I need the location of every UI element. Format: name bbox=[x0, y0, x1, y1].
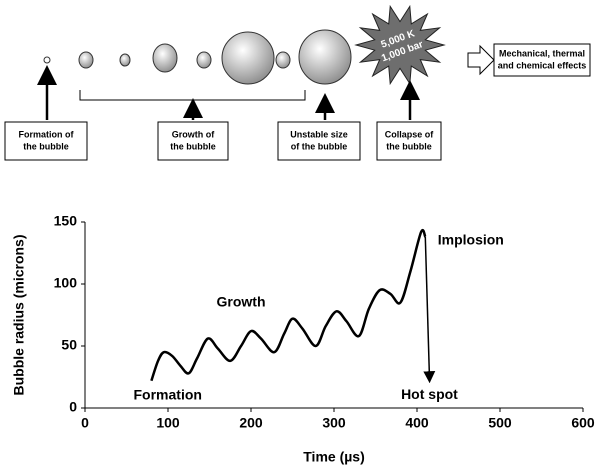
y-tick-label: 100 bbox=[54, 275, 78, 291]
data-line bbox=[150, 228, 427, 382]
x-tick-label: 300 bbox=[322, 415, 346, 431]
stage-label: the bubble bbox=[386, 141, 432, 151]
stage-arrows bbox=[37, 65, 420, 120]
y-tick-label: 50 bbox=[61, 337, 77, 353]
effects-box bbox=[493, 43, 591, 77]
starburst bbox=[354, 4, 446, 86]
stage-label: Formation of bbox=[19, 129, 75, 139]
bubble bbox=[119, 53, 131, 67]
stage-label: Growth of bbox=[172, 129, 215, 139]
y-axis-label: Bubble radius (microns) bbox=[11, 234, 27, 395]
annotation: Hot spot bbox=[401, 386, 458, 402]
x-tick-label: 600 bbox=[571, 415, 595, 431]
y-tick-label: 150 bbox=[54, 213, 78, 229]
effect-arrow bbox=[467, 44, 495, 76]
x-tick-label: 100 bbox=[156, 415, 180, 431]
x-axis-label: Time (µs) bbox=[303, 449, 365, 465]
bubble bbox=[43, 56, 51, 64]
bubble bbox=[152, 43, 178, 73]
x-tick-label: 200 bbox=[239, 415, 263, 431]
stage-box bbox=[4, 121, 88, 161]
x-tick-label: 500 bbox=[488, 415, 512, 431]
stage-label: Unstable size bbox=[290, 129, 348, 139]
stage-label: Collapse of bbox=[385, 129, 435, 139]
stage-boxes bbox=[4, 121, 442, 161]
x-tick-label: 0 bbox=[81, 415, 89, 431]
annotation: Formation bbox=[134, 386, 202, 402]
annotation: Growth bbox=[217, 293, 266, 309]
bubble bbox=[196, 51, 212, 69]
effects-label: Mechanical, thermal bbox=[499, 48, 585, 58]
stage-box bbox=[277, 121, 361, 161]
annotation: Implosion bbox=[438, 231, 504, 247]
bubble bbox=[275, 51, 291, 69]
growth-bracket bbox=[79, 90, 306, 101]
x-tick-label: 400 bbox=[405, 415, 429, 431]
y-tick-label: 0 bbox=[69, 399, 77, 415]
bubble bbox=[221, 31, 275, 85]
bubbles bbox=[43, 29, 352, 85]
stage-label: the bubble bbox=[23, 141, 69, 151]
effects-label: and chemical effects bbox=[498, 60, 587, 70]
stage-box bbox=[376, 121, 442, 161]
stage-box bbox=[157, 121, 229, 161]
collapse-arrow bbox=[423, 236, 436, 384]
stage-label: the bubble bbox=[170, 141, 216, 151]
bubble bbox=[298, 29, 352, 85]
bubble bbox=[78, 51, 94, 69]
stage-label: of the bubble bbox=[291, 141, 348, 151]
